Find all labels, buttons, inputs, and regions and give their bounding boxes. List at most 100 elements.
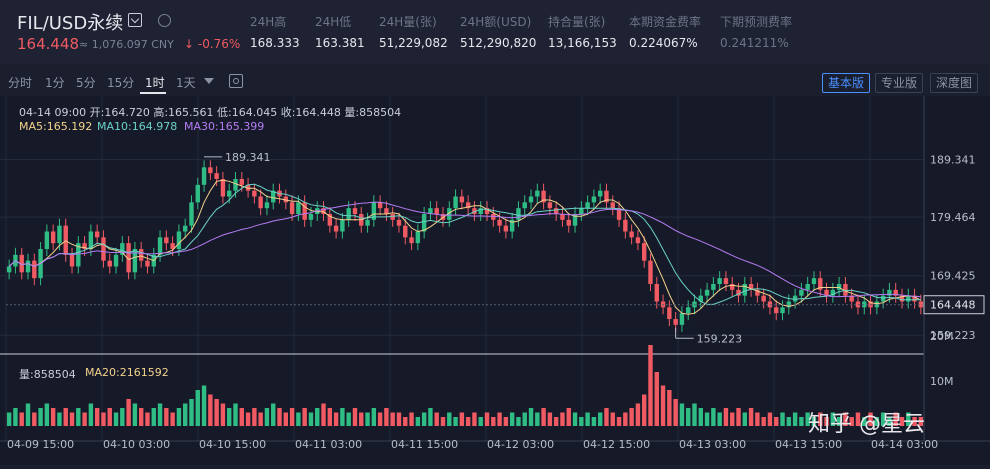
candle-body [887, 289, 892, 296]
mode-depth-button[interactable]: 深度图 [930, 73, 979, 93]
volume-bar [824, 417, 829, 426]
candle-body [82, 243, 87, 249]
interval-1m[interactable]: 1分 [45, 76, 65, 90]
volume-bar [774, 417, 779, 426]
volume-bar [830, 412, 836, 426]
volume-bar [252, 408, 257, 426]
candle-body [403, 225, 408, 238]
volume-bar [836, 417, 842, 426]
volume-bar [25, 403, 31, 426]
stat-label: 本期资金费率 [629, 15, 702, 29]
volume-bar [761, 417, 766, 426]
candle-body [390, 214, 395, 220]
interval-15m[interactable]: 15分 [107, 76, 135, 90]
candle-body [227, 190, 232, 197]
high-marker-label: 189.341 [225, 151, 271, 164]
candle-body [32, 260, 37, 279]
stat-value: 0.224067% [629, 36, 698, 50]
chart-panel[interactable]: 189.341 179.464 169.425 159.223 164.448 189.3… [0, 96, 990, 465]
volume-bar [13, 408, 18, 426]
candle-body [862, 301, 867, 308]
symbol-dropdown-icon[interactable] [128, 13, 142, 27]
candle-body [906, 295, 911, 302]
volume-bar [528, 408, 534, 426]
low-marker-label: 159.223 [697, 332, 743, 345]
candle-body [308, 214, 314, 220]
volume-bar [597, 412, 603, 426]
candle-body [233, 179, 238, 191]
ma5-line [8, 179, 922, 315]
volume-bar [44, 403, 50, 426]
volume-bar [862, 417, 867, 426]
candle-body [761, 295, 766, 302]
stat-24h-high: 24H高 168.333 [250, 13, 300, 50]
candle-body [918, 301, 924, 308]
candle-body [679, 313, 685, 325]
candle-body [528, 196, 534, 203]
mode-pro-button[interactable]: 专业版 [875, 73, 924, 93]
time-tick-label: 04-11 03:00 [295, 438, 362, 451]
volume-bar [723, 408, 729, 426]
candle-body [629, 231, 634, 238]
volume-bar [434, 412, 439, 426]
symbol-title[interactable]: FIL/USD永续 [17, 13, 124, 34]
volume-bar [327, 408, 333, 426]
volume-bar [465, 417, 471, 426]
price-tick-label: 169.425 [930, 270, 976, 283]
interval-1h[interactable]: 1时 [145, 76, 165, 90]
screenshot-icon[interactable] [229, 74, 243, 88]
volume-bar [566, 408, 571, 426]
volume-bar [126, 399, 131, 426]
stat-24h-amount: 24H额(USD) 512,290,820 [460, 13, 536, 50]
mode-basic-button[interactable]: 基本版 [822, 73, 871, 93]
candle-body [6, 266, 12, 273]
candle-body [459, 196, 465, 203]
candle-body [384, 208, 389, 214]
ma30-label: MA30:165.399 [184, 120, 265, 133]
candle-body [321, 208, 326, 214]
candlestick-chart[interactable]: 189.341 179.464 169.425 159.223 164.448 189.3… [0, 96, 990, 465]
candle-body [113, 254, 119, 267]
candle-body [252, 190, 257, 197]
volume-bar [302, 408, 307, 426]
ma10-line [8, 183, 921, 305]
candle-body [396, 219, 402, 226]
interval-1d[interactable]: 1天 [176, 76, 196, 90]
favorite-icon[interactable] [158, 14, 171, 27]
candle-body [76, 243, 81, 267]
interval-more-icon[interactable] [204, 78, 214, 84]
stat-value: 13,166,153 [548, 36, 617, 50]
volume-bar [906, 412, 911, 426]
volume-bar [918, 417, 924, 426]
volume-bar [390, 412, 395, 426]
candle-body [572, 214, 578, 226]
stat-24h-low: 24H低 163.381 [315, 13, 365, 50]
volume-bar [767, 412, 773, 426]
ticker-header: FIL/USD永续 164.448 ≈ 1,076.097 CNY ↓ -0.7… [0, 0, 990, 64]
volume-bar [736, 408, 741, 426]
volume-bar [868, 412, 873, 426]
interval-timeline[interactable]: 分时 [8, 76, 33, 90]
time-tick-label: 04-10 03:00 [103, 438, 170, 451]
candle-body [553, 208, 559, 214]
candle-body [170, 243, 175, 249]
volume-bar [403, 417, 408, 426]
volume-bar [195, 390, 200, 426]
candle-body [547, 202, 553, 209]
volume-bar [887, 417, 892, 426]
candle-body [415, 231, 421, 244]
volume-bar [296, 412, 301, 426]
candle-body [120, 243, 125, 255]
interval-5m[interactable]: 5分 [76, 76, 96, 90]
candle-body [57, 225, 62, 244]
stat-value: 168.333 [250, 36, 300, 50]
candle-body [736, 289, 741, 296]
volume-bar [201, 385, 207, 426]
volume-bar [472, 412, 477, 426]
candle-body [560, 214, 565, 220]
volume-bar [585, 412, 590, 426]
candle-body [478, 208, 483, 214]
candle-body [855, 301, 861, 308]
candle-body [377, 202, 383, 209]
volume-bar [76, 408, 81, 426]
